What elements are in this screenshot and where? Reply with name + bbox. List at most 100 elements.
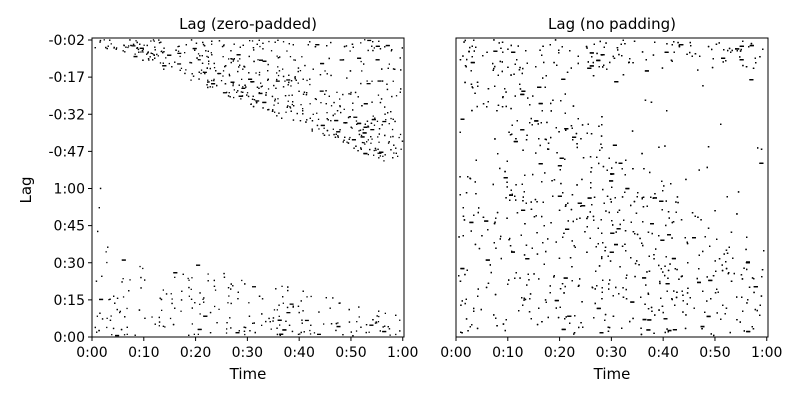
heatmap-cell xyxy=(572,139,574,141)
heatmap-cell xyxy=(505,91,507,93)
heatmap-cell xyxy=(203,297,205,299)
heatmap-cell xyxy=(593,196,596,198)
heatmap-cell xyxy=(248,55,250,58)
heatmap-cell xyxy=(358,130,360,132)
heatmap-cell xyxy=(279,324,281,326)
heatmap-cell xyxy=(487,229,489,231)
heatmap-cell xyxy=(206,67,208,69)
heatmap-cell xyxy=(658,309,660,311)
heatmap-cell xyxy=(103,39,105,41)
heatmap-cell xyxy=(610,173,612,175)
heatmap-cell xyxy=(495,317,497,319)
heatmap-cell xyxy=(389,334,391,336)
heatmap-cell xyxy=(556,152,558,154)
heatmap-cell xyxy=(667,277,669,279)
heatmap-cell xyxy=(725,267,728,270)
heatmap-cell xyxy=(624,243,626,245)
heatmap-cell xyxy=(715,270,717,272)
heatmap-cell xyxy=(357,96,359,98)
heatmap-cell xyxy=(365,331,367,334)
heatmap-cell xyxy=(678,45,680,47)
heatmap-cell xyxy=(109,298,111,300)
heatmap-cell xyxy=(232,60,234,62)
heatmap-cell xyxy=(470,230,472,232)
heatmap-cell xyxy=(279,334,281,336)
heatmap-cell xyxy=(297,82,299,84)
heatmap-cell xyxy=(587,123,589,125)
heatmap-cell xyxy=(180,310,182,312)
heatmap-cell xyxy=(159,62,162,64)
heatmap-cell xyxy=(238,66,240,68)
heatmap-cell xyxy=(726,196,728,198)
heatmap-cell xyxy=(274,111,276,113)
heatmap-cell xyxy=(505,197,507,199)
heatmap-cell xyxy=(323,134,326,136)
heatmap-cell xyxy=(312,68,314,70)
heatmap-cell xyxy=(569,322,571,324)
heatmap-cell xyxy=(184,52,186,54)
heatmap-cell xyxy=(478,207,480,209)
heatmap-cell xyxy=(545,250,547,253)
heatmap-cell xyxy=(532,95,534,97)
heatmap-cell xyxy=(468,50,470,53)
heatmap-cell xyxy=(384,154,386,156)
heatmap-cell xyxy=(686,303,688,305)
heatmap-cell xyxy=(589,52,594,54)
heatmap-cell xyxy=(601,124,603,126)
heatmap-cell xyxy=(604,250,606,252)
heatmap-cell xyxy=(520,129,525,131)
heatmap-cell xyxy=(493,242,495,244)
heatmap-cell xyxy=(504,329,506,332)
heatmap-cell xyxy=(459,131,461,133)
heatmap-cell xyxy=(500,235,502,238)
heatmap-cell xyxy=(276,333,279,336)
heatmap-cell xyxy=(272,317,275,319)
heatmap-cell xyxy=(164,326,166,328)
heatmap-cell xyxy=(149,56,151,58)
heatmap-cell xyxy=(330,74,332,77)
heatmap-cell xyxy=(281,117,283,119)
heatmap-cell xyxy=(304,319,309,322)
heatmap-cell xyxy=(458,236,460,238)
heatmap-cell xyxy=(306,79,308,82)
heatmap-cell xyxy=(98,329,100,332)
heatmap-cell xyxy=(654,41,656,43)
heatmap-cell xyxy=(471,109,473,112)
heatmap-cell xyxy=(384,46,386,48)
heatmap-cell xyxy=(244,333,246,336)
heatmap-cell xyxy=(471,45,473,47)
heatmap-cell xyxy=(547,238,549,240)
heatmap-cell xyxy=(639,237,641,240)
heatmap-cell xyxy=(509,245,512,247)
heatmap-cell xyxy=(148,59,150,61)
heatmap-cell xyxy=(273,84,275,87)
heatmap-cell xyxy=(542,242,544,244)
heatmap-cell xyxy=(336,110,339,112)
heatmap-cell xyxy=(676,268,678,271)
heatmap-cell xyxy=(541,321,543,323)
heatmap-cell xyxy=(295,79,297,81)
heatmap-cell xyxy=(493,50,498,52)
heatmap-cell xyxy=(556,64,558,66)
heatmap-cell xyxy=(364,123,366,125)
heatmap-cell xyxy=(106,326,108,329)
heatmap-cell xyxy=(369,148,371,151)
heatmap-cell xyxy=(267,79,269,81)
heatmap-cell xyxy=(561,46,563,48)
heatmap-cell xyxy=(363,103,368,105)
heatmap-cell xyxy=(682,311,684,313)
heatmap-cell xyxy=(634,262,637,265)
heatmap-cell xyxy=(489,264,491,266)
heatmap-cell xyxy=(525,244,528,246)
heatmap-cell xyxy=(105,46,107,49)
heatmap-cell xyxy=(288,94,290,97)
heatmap-cell xyxy=(646,205,648,207)
heatmap-cell xyxy=(129,279,131,281)
heatmap-cell xyxy=(659,280,661,283)
heatmap-cell xyxy=(371,80,373,82)
heatmap-cell xyxy=(562,236,564,238)
heatmap-cell xyxy=(665,283,670,285)
heatmap-cell xyxy=(634,275,636,278)
heatmap-cell xyxy=(641,197,643,199)
heatmap-cell xyxy=(292,44,294,46)
